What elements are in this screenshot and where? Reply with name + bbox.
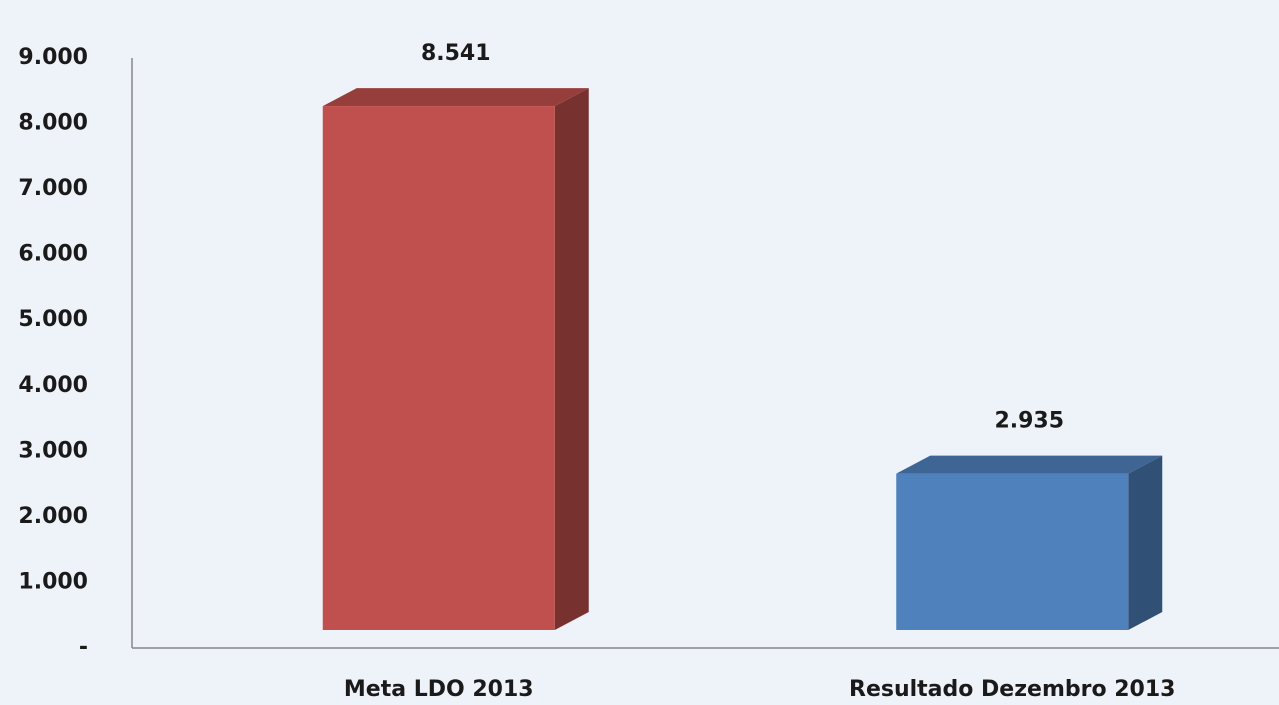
x-tick-label: Resultado Dezembro 2013 (849, 677, 1175, 702)
y-tick-label: 3.000 (18, 438, 88, 463)
y-tick-label: 1.000 (18, 569, 88, 594)
bar-top (896, 455, 1163, 474)
y-tick-label: - (79, 635, 88, 660)
bar (896, 473, 1129, 630)
y-tick-label: 8.000 (18, 111, 88, 136)
y-tick-label: 4.000 (18, 373, 88, 398)
y-tick-label: 2.000 (18, 504, 88, 529)
y-tick-label: 9.000 (18, 45, 88, 70)
y-tick-label: 7.000 (18, 176, 88, 201)
value-label: 2.935 (994, 409, 1064, 434)
bar (322, 106, 555, 631)
bar-top (322, 88, 589, 107)
y-tick-label: 5.000 (18, 307, 88, 332)
x-tick-label: Meta LDO 2013 (344, 677, 534, 702)
value-label: 8.541 (421, 41, 491, 66)
bar-side (1128, 455, 1163, 630)
bar-side (554, 88, 589, 631)
y-tick-label: 6.000 (18, 242, 88, 267)
